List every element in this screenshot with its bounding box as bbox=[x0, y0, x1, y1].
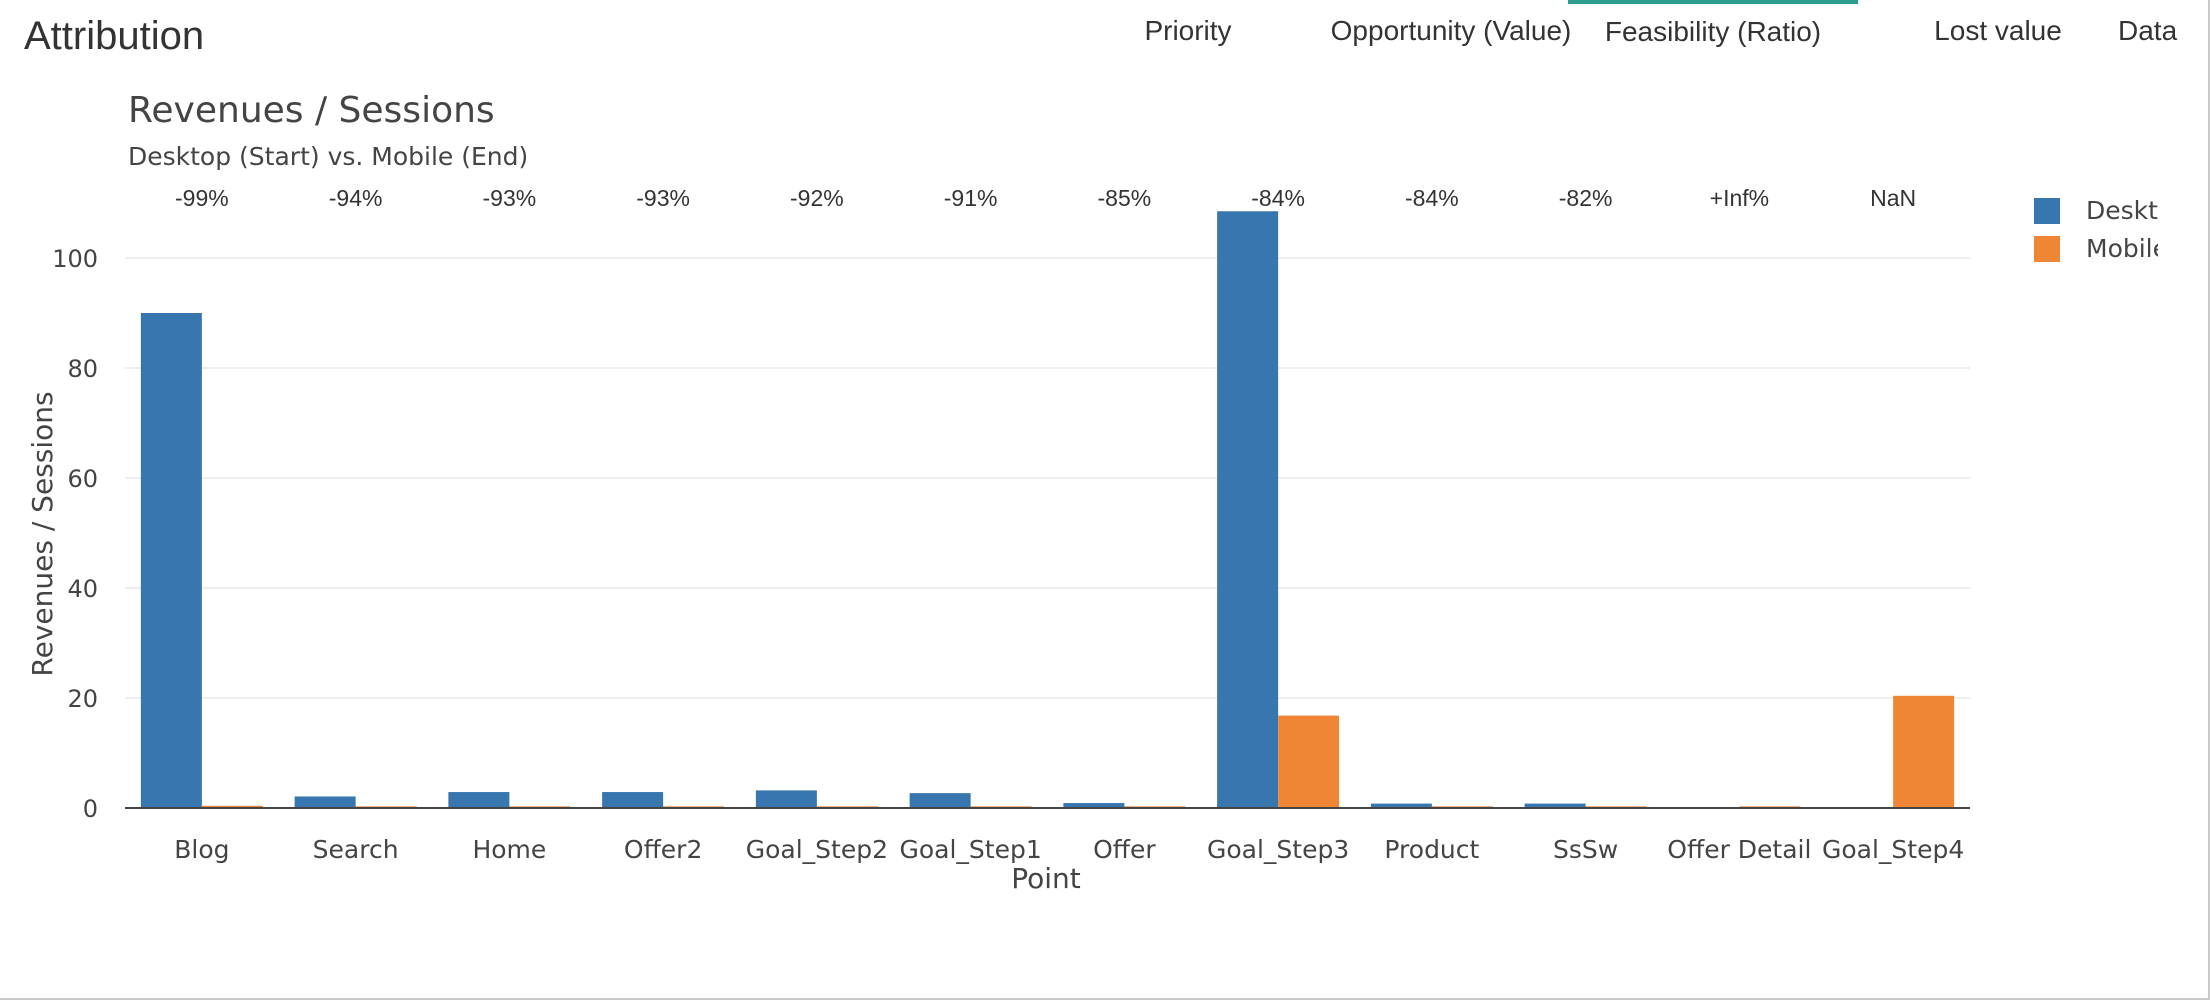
y-tick-label: 0 bbox=[83, 795, 98, 823]
x-tick-label: SsSw bbox=[1553, 835, 1618, 864]
x-axis-title: Point bbox=[1011, 862, 1081, 895]
bar-desktop bbox=[1217, 211, 1279, 808]
change-label: -94% bbox=[329, 185, 383, 211]
x-tick-label: Offer2 bbox=[624, 835, 702, 864]
tab-lost-value[interactable]: Lost value bbox=[1934, 15, 2062, 46]
change-label: -99% bbox=[175, 185, 229, 211]
y-tick-label: 20 bbox=[67, 685, 98, 713]
legend-swatch-desktop bbox=[2034, 198, 2060, 224]
change-label: +Inf% bbox=[1710, 185, 1769, 211]
chart-legend: Deskto Mobile bbox=[2030, 194, 2158, 270]
change-label: -84% bbox=[1251, 185, 1305, 211]
bar-desktop bbox=[909, 793, 971, 808]
legend-item-desktop[interactable]: Deskto bbox=[2030, 194, 2158, 232]
x-tick-label: Goal_Step1 bbox=[899, 835, 1041, 864]
bar-desktop bbox=[1524, 803, 1586, 808]
tab-data[interactable]: Data bbox=[2118, 15, 2178, 46]
y-tick-label: 80 bbox=[67, 355, 98, 383]
change-label: NaN bbox=[1870, 185, 1916, 211]
app-title: Attribution bbox=[24, 14, 205, 58]
y-tick-label: 60 bbox=[67, 465, 98, 493]
change-label: -85% bbox=[1098, 185, 1152, 211]
tab-feasibility-ratio[interactable]: Feasibility (Ratio) bbox=[1568, 0, 1858, 66]
change-label: -91% bbox=[944, 185, 998, 211]
x-tick-label: Goal_Step4 bbox=[1822, 835, 1964, 864]
legend-label-desktop: Deskto bbox=[2086, 196, 2158, 225]
bar-desktop bbox=[448, 792, 510, 808]
legend-item-mobile[interactable]: Mobile bbox=[2030, 232, 2158, 270]
change-label: -84% bbox=[1405, 185, 1459, 211]
bar-desktop bbox=[1370, 803, 1432, 808]
chart-subtitle: Desktop (Start) vs. Mobile (End) bbox=[128, 142, 529, 171]
bar-desktop bbox=[294, 796, 356, 808]
tab-priority[interactable]: Priority bbox=[1144, 15, 1232, 46]
x-tick-label: Goal_Step3 bbox=[1207, 835, 1349, 864]
change-label: -82% bbox=[1559, 185, 1613, 211]
tab-opportunity-value[interactable]: Opportunity (Value) bbox=[1330, 15, 1572, 46]
x-tick-label: Home bbox=[472, 835, 546, 864]
legend-label-mobile: Mobile bbox=[2086, 234, 2158, 263]
bar-mobile bbox=[1278, 715, 1340, 808]
change-label: -93% bbox=[636, 185, 690, 211]
y-tick-label: 100 bbox=[52, 245, 98, 273]
bar-desktop bbox=[1063, 803, 1125, 808]
change-label: -92% bbox=[790, 185, 844, 211]
bar-desktop bbox=[140, 313, 202, 808]
change-label: -93% bbox=[483, 185, 537, 211]
legend-swatch-mobile bbox=[2034, 236, 2060, 262]
bar-desktop bbox=[755, 790, 817, 808]
x-tick-label: Offer Detail bbox=[1667, 835, 1811, 864]
x-tick-label: Blog bbox=[174, 835, 229, 864]
chart-title: Revenues / Sessions bbox=[128, 90, 495, 131]
y-axis-title: Revenues / Sessions bbox=[26, 391, 59, 676]
x-tick-label: Goal_Step2 bbox=[746, 835, 888, 864]
x-tick-label: Offer bbox=[1093, 835, 1156, 864]
bar-mobile bbox=[1893, 695, 1955, 808]
bar-desktop bbox=[602, 792, 664, 808]
y-tick-label: 40 bbox=[67, 575, 98, 603]
x-tick-label: Product bbox=[1384, 835, 1479, 864]
x-tick-label: Search bbox=[313, 835, 399, 864]
bar-mobile bbox=[201, 805, 263, 808]
